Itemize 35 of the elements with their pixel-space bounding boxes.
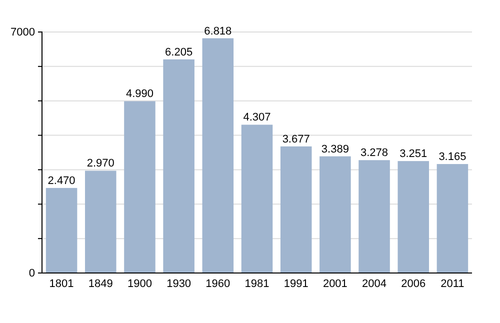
data-label: 3.389 <box>321 143 349 156</box>
x-tick-label: 2006 <box>401 278 426 290</box>
x-tick-label: 2011 <box>440 278 464 290</box>
x-tick-label: 1801 <box>49 278 74 290</box>
x-tick-label: 1991 <box>284 278 308 290</box>
data-label: 3.278 <box>360 147 388 160</box>
data-label: 3.677 <box>282 133 310 146</box>
bar <box>320 156 351 273</box>
data-label: 2.470 <box>48 174 76 187</box>
y-tick-label: 0 <box>28 268 35 280</box>
bar <box>124 101 156 273</box>
data-label: 6.205 <box>165 46 193 58</box>
data-label: 4.990 <box>126 88 154 100</box>
y-tick-label: 7000 <box>10 26 35 39</box>
x-tick-label: 1981 <box>244 278 270 290</box>
x-tick-label: 1849 <box>88 278 113 290</box>
bar <box>436 164 468 273</box>
data-label: 3.165 <box>438 151 466 164</box>
x-tick-label: 1930 <box>166 278 192 290</box>
data-label: 2.970 <box>86 158 114 170</box>
x-tick-label: 2001 <box>322 278 348 290</box>
bar <box>85 170 116 273</box>
bar <box>280 146 312 273</box>
x-tick-label: 1900 <box>127 278 152 290</box>
bar <box>163 59 194 273</box>
data-label: 6.818 <box>204 25 232 38</box>
bar <box>46 188 78 273</box>
x-tick-label: 2004 <box>362 278 387 290</box>
x-tick-label: 1960 <box>206 278 230 290</box>
data-label: 3.251 <box>400 148 428 160</box>
bar <box>202 38 234 273</box>
bar <box>241 124 273 273</box>
data-label: 4.307 <box>243 112 271 124</box>
bar <box>398 161 429 273</box>
bar <box>358 160 390 273</box>
